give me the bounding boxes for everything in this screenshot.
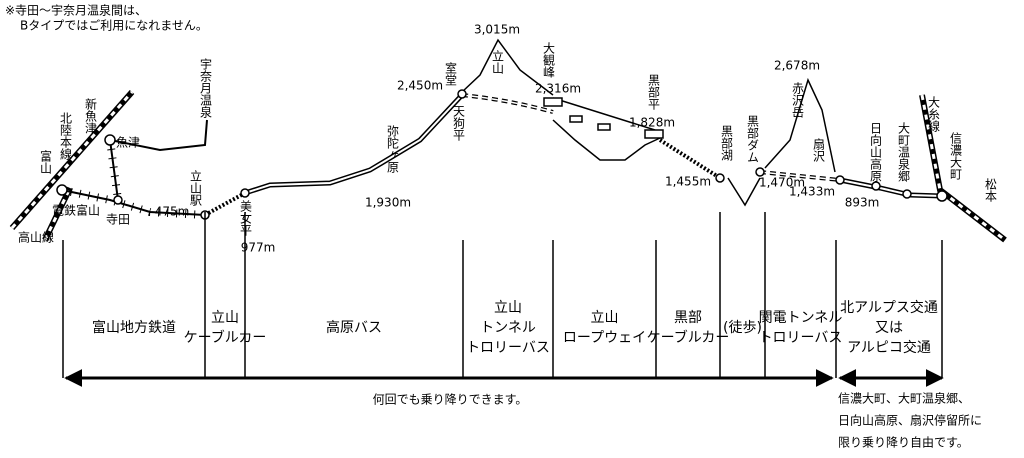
segment-label: ケーブルカー (184, 329, 267, 346)
elevation: 2,450m (397, 79, 443, 93)
elevation: 1,470m (759, 176, 805, 190)
elevation: 3,015m (474, 23, 520, 37)
place-label: 立山 (491, 49, 505, 74)
elevation: 893m (845, 196, 880, 210)
segment-label: (徒歩) (723, 320, 762, 336)
place-label: 黒部湖 (720, 125, 734, 161)
place-label: 黒部ダム (746, 115, 760, 163)
segment-label: 関電トンネル (759, 310, 843, 326)
place-label: 富山 (39, 149, 53, 174)
elevation: 1,455m (665, 175, 711, 189)
place-label: 高山線 (18, 230, 54, 245)
segment-label: トンネル (480, 320, 536, 336)
place-label: 黒部平 (647, 74, 661, 110)
segment-label: ロープウェイ (563, 330, 646, 346)
segment-label: トロリーバス (759, 330, 843, 346)
separators (62, 212, 943, 378)
elevation: 2,678m (774, 59, 820, 73)
note: Bタイプではご利用になれません。 (20, 18, 208, 33)
segment-label: 立山 (591, 310, 619, 326)
place-label: 室堂 (444, 61, 458, 86)
segment-label: 富山地方鉄道 (92, 319, 176, 336)
place-label: 立山駅 (189, 169, 203, 207)
place-label: 弥陀ヶ原 (386, 124, 400, 173)
segment-label: 黒部 (674, 310, 702, 326)
segment-label: トロリーバス (466, 340, 550, 356)
place-label: 日向山高原 (869, 122, 883, 182)
place-label: 新魚津 (84, 97, 98, 134)
footer-note: 信濃大町、大町温泉郷、 (838, 392, 970, 406)
place-label: 大町温泉郷 (897, 122, 911, 182)
free-ride-text: 何回でも乗り降りできます。 (373, 393, 528, 407)
segment-label: ケーブルカー (647, 329, 730, 346)
place-label: 天狗平 (452, 105, 466, 141)
terrain (9, 38, 1007, 243)
elevation: 1,930m (365, 196, 411, 210)
elevation: 475m (155, 205, 190, 219)
place-label: 扇沢 (812, 137, 826, 163)
segment-label: 立山 (494, 300, 522, 316)
segment-label: 北アルプス交通 (840, 299, 938, 316)
place-label: 大観峰 (542, 42, 556, 78)
elevation: 1,433m (789, 185, 835, 199)
footer-note: 日向山高原、扇沢停留所に (838, 413, 982, 428)
footer-note: 限り乗り降り自由です。 (838, 436, 969, 450)
segment-label: アルピコ交通 (847, 339, 931, 356)
elevation: 2,316m (535, 82, 581, 96)
place-label: 宇奈月温泉 (199, 58, 213, 118)
segment-label: 立山 (211, 310, 239, 326)
segment-label: 高原バス (326, 319, 382, 336)
place-label: 赤沢岳 (791, 82, 805, 118)
elevation: 977m (241, 241, 276, 255)
elevation: 1,828m (629, 116, 675, 130)
place-label: 松本 (984, 178, 998, 203)
place-label: 魚津 (116, 136, 140, 150)
segment-label: 又は (875, 320, 903, 336)
place-label: 寺田 (106, 213, 130, 227)
note: ※寺田～宇奈月温泉間は、 (5, 4, 147, 18)
place-label: 信濃大町 (949, 132, 963, 180)
place-label: 北陸本線 (59, 112, 73, 160)
place-label: 電鉄富山 (52, 203, 100, 218)
place-label: 大糸線 (927, 96, 941, 132)
place-label: 美女平 (239, 200, 253, 236)
